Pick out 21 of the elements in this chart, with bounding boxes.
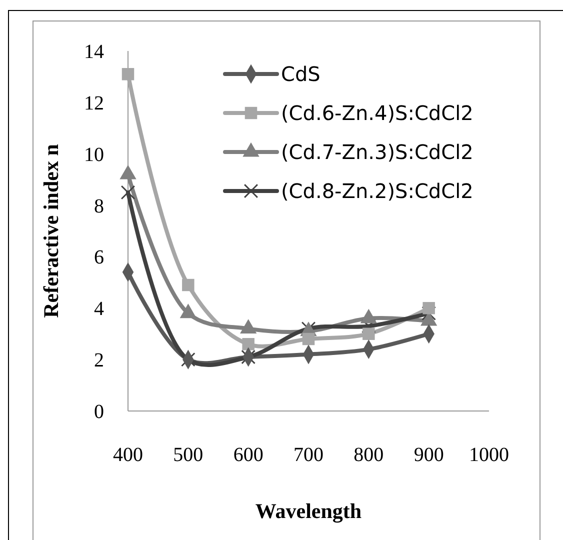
x-tick-label: 400 (113, 444, 143, 466)
y-axis-title: Referactive index n (39, 144, 63, 318)
y-tick-label: 10 (84, 144, 104, 166)
x-tick-label: 900 (414, 444, 444, 466)
x-tick-label: 700 (294, 444, 324, 466)
y-tick-label: 12 (84, 92, 104, 114)
legend-label: (Cd.6-Zn.4)S:CdCl2 (281, 101, 474, 125)
y-tick-label: 4 (94, 298, 104, 320)
y-tick-label: 14 (84, 41, 104, 63)
legend-label: (Cd.7-Zn.3)S:CdCl2 (281, 140, 474, 164)
x-tick-label: 600 (233, 444, 264, 466)
x-tick-label: 1000 (469, 444, 509, 466)
y-tick-label: 8 (94, 195, 104, 218)
legend-label: (Cd.8-Zn.2)S:CdCl2 (281, 179, 474, 203)
y-tick-label: 0 (94, 401, 104, 423)
y-tick-label: 2 (94, 350, 104, 372)
x-tick-label: 800 (354, 444, 384, 466)
y-tick-label: 6 (94, 246, 104, 269)
x-axis-title: Wavelength (255, 499, 362, 523)
x-tick-label: 500 (173, 444, 204, 466)
legend-label: CdS (281, 62, 320, 86)
